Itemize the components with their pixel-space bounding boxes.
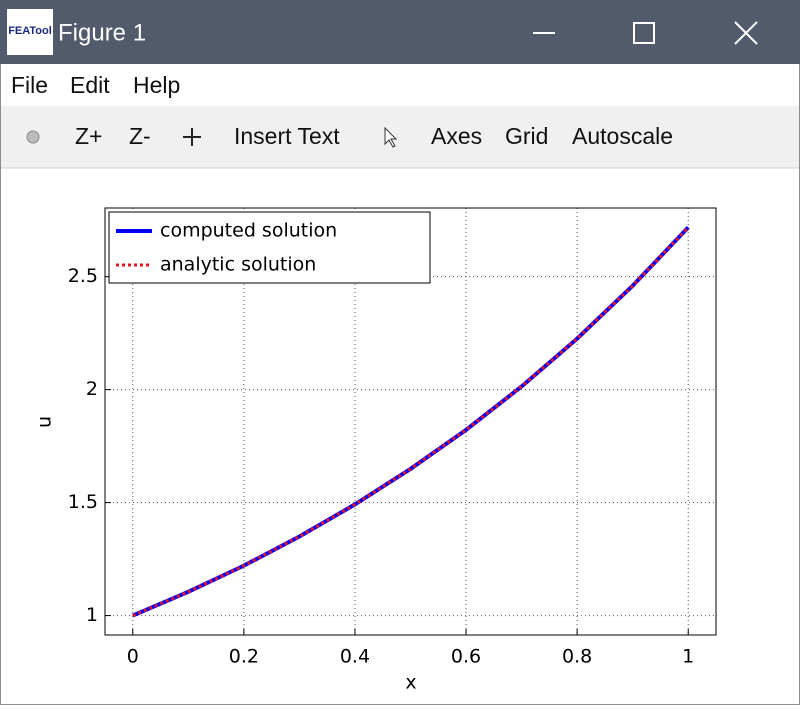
y-axis-label: u [34, 416, 56, 428]
toolbar-button[interactable]: Autoscale [572, 123, 673, 149]
toolbar [1, 106, 799, 168]
plot-frame [104, 207, 717, 636]
app-icon-text: FEATool [8, 25, 52, 37]
y-tick-label: 1.5 [68, 491, 98, 513]
menu-item[interactable]: File [11, 72, 48, 98]
window-title: Figure 1 [58, 19, 146, 46]
x-tick-label: 1 [682, 646, 694, 668]
menu-item[interactable]: Edit [70, 72, 110, 98]
x-tick-label: 0.4 [340, 646, 370, 668]
legend-box [108, 211, 431, 284]
toolbar-button[interactable]: Z+ [75, 123, 102, 149]
x-tick-label: 0 [127, 646, 139, 668]
app-icon [7, 9, 53, 55]
toolbar-button[interactable]: Axes [431, 123, 482, 149]
x-axis-label: x [405, 672, 416, 694]
x-tick-label: 0.2 [229, 646, 259, 668]
rotate-tool[interactable] [26, 130, 40, 144]
maximize-button[interactable] [633, 22, 655, 44]
close-button[interactable] [734, 21, 758, 45]
x-tick-label: 0.6 [451, 646, 481, 668]
data-line [132, 226, 690, 617]
y-tick-label: 2 [86, 378, 98, 400]
y-tick-label: 1 [86, 604, 98, 626]
toolbar-button[interactable]: Z- [129, 123, 151, 149]
legend-label: computed solution [160, 220, 337, 242]
pan-tool[interactable] [183, 128, 201, 146]
title-bar [0, 0, 800, 64]
legend-label: analytic solution [160, 254, 316, 276]
menu-bar [1, 64, 799, 106]
y-tick-label: 2.5 [68, 265, 98, 287]
toolbar-button[interactable]: Grid [505, 123, 548, 149]
toolbar-button[interactable]: Insert Text [234, 123, 340, 149]
x-tick-label: 0.8 [562, 646, 592, 668]
select-tool[interactable] [384, 126, 398, 148]
menu-item[interactable]: Help [133, 72, 180, 98]
